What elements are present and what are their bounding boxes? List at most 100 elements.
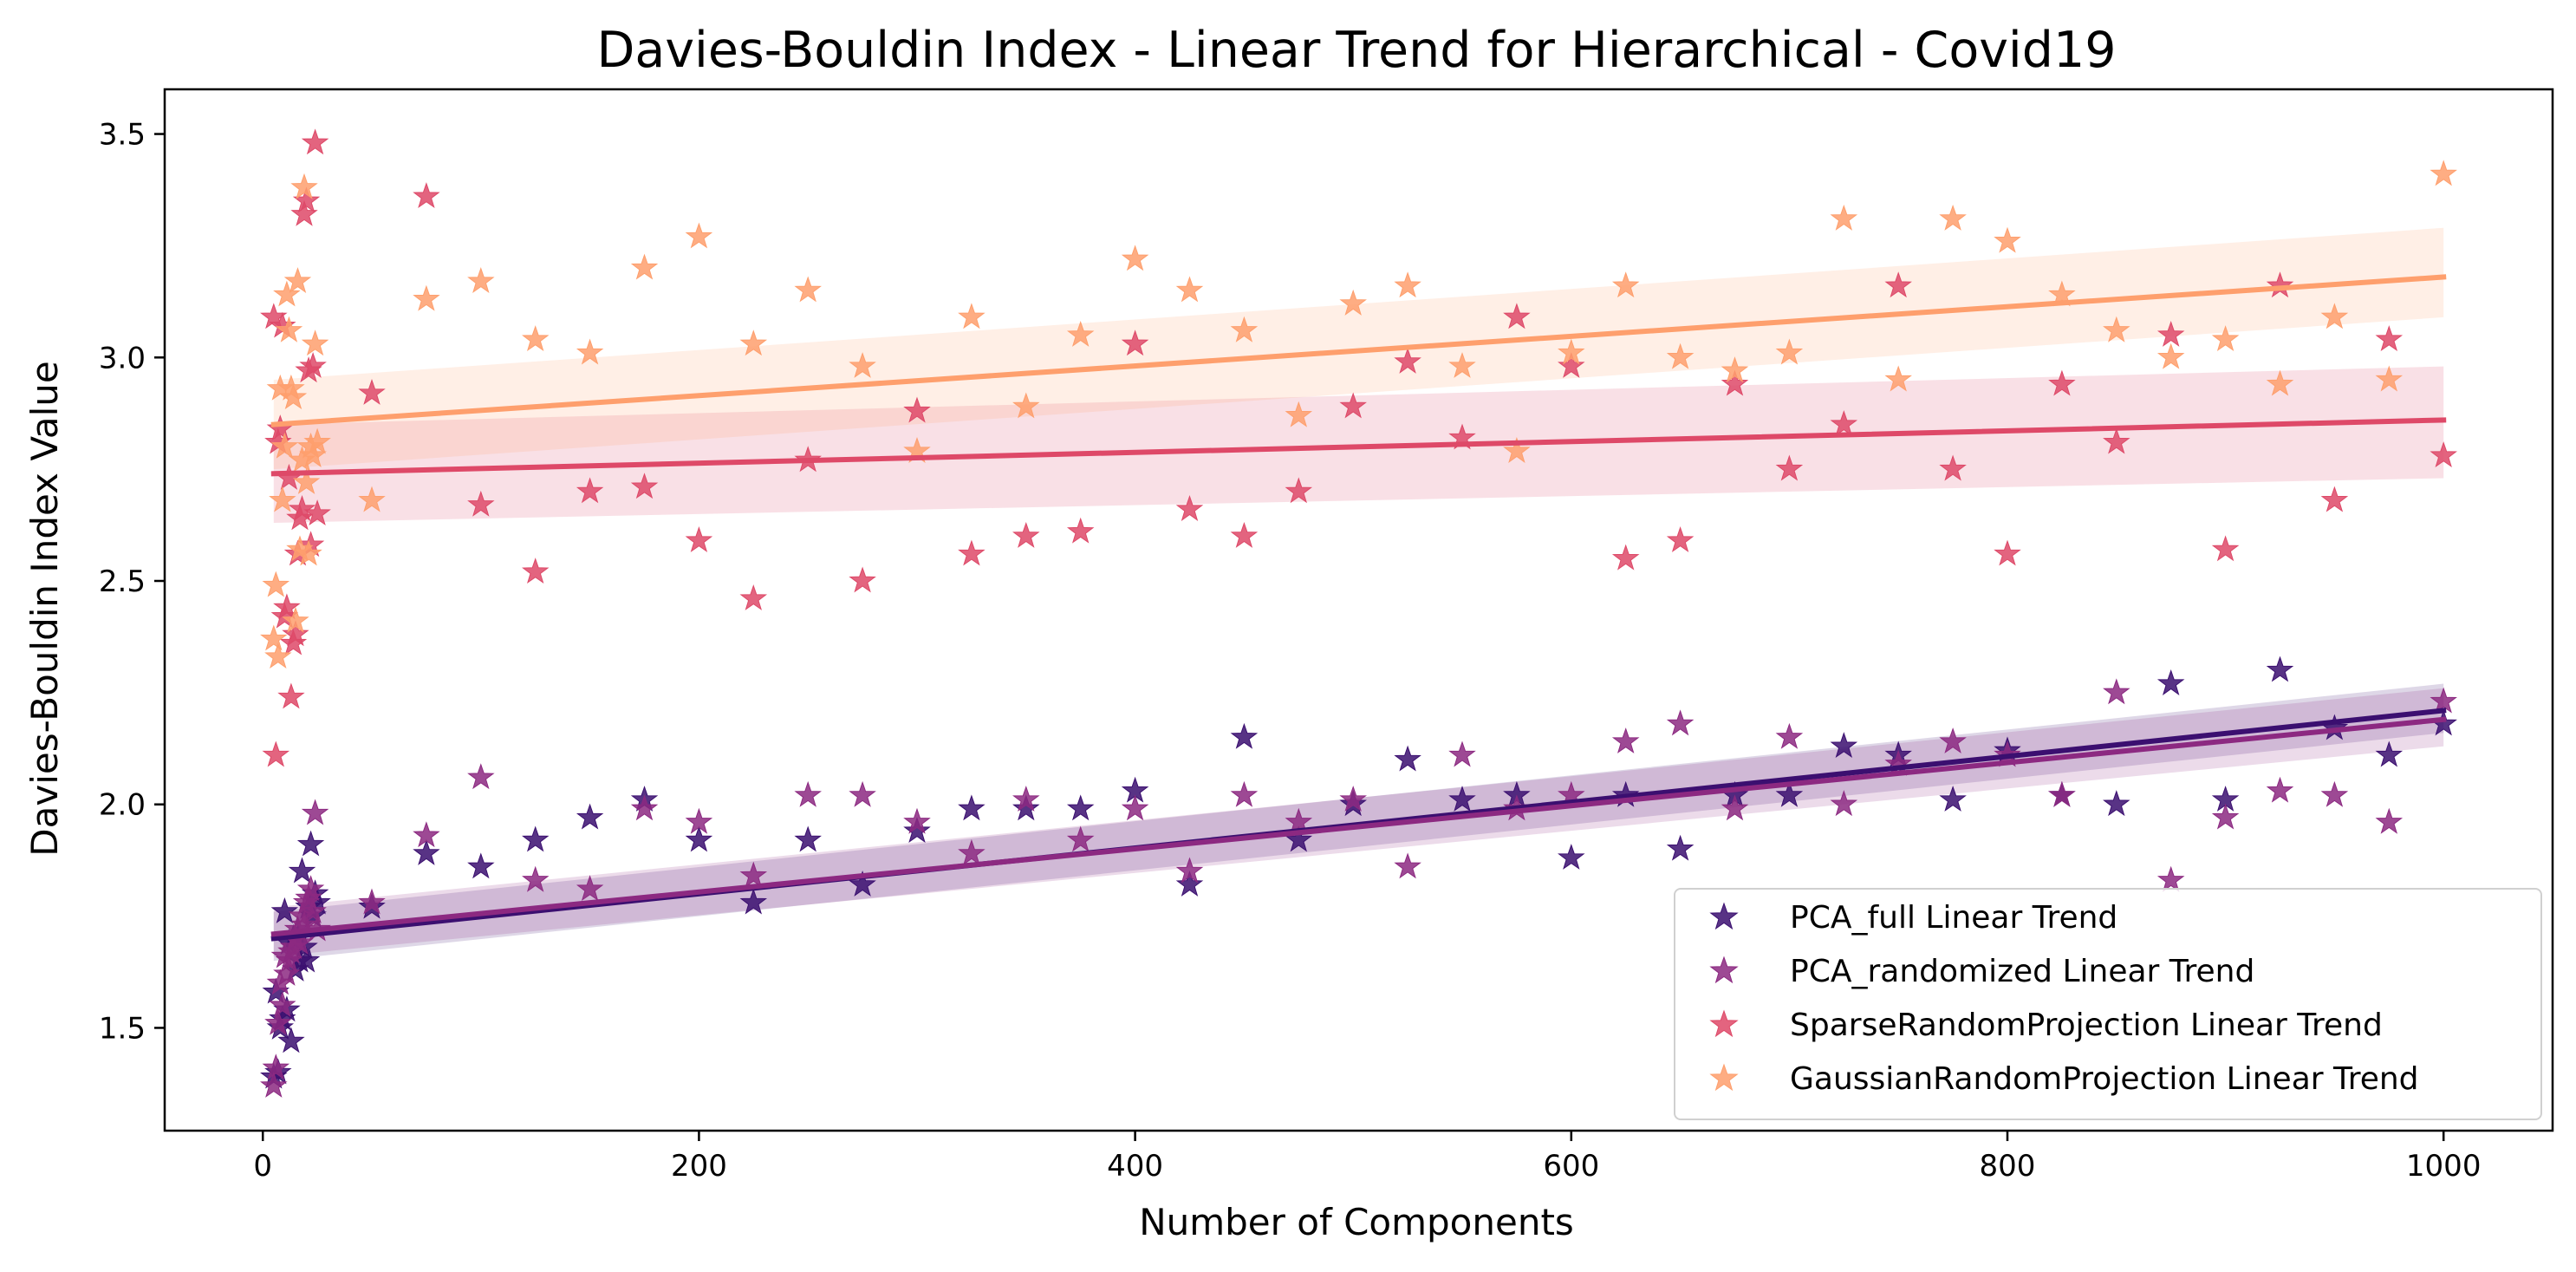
data-point xyxy=(522,865,550,892)
data-point xyxy=(1994,539,2021,566)
data-point xyxy=(1121,245,1149,271)
data-point xyxy=(277,1027,305,1053)
data-point xyxy=(1611,727,1640,753)
data-point xyxy=(576,338,604,365)
data-point xyxy=(1775,454,1804,481)
y-tick-label: 1.5 xyxy=(99,1011,146,1046)
x-tick-label: 0 xyxy=(253,1149,272,1184)
data-point xyxy=(958,303,986,329)
data-point xyxy=(849,870,876,897)
data-point xyxy=(849,352,876,378)
data-point xyxy=(1721,369,1749,396)
data-point xyxy=(1666,342,1695,369)
data-point xyxy=(288,857,316,884)
data-point xyxy=(1448,740,1476,767)
data-point xyxy=(358,378,386,405)
data-point xyxy=(467,267,495,294)
data-point xyxy=(2048,369,2076,396)
data-point xyxy=(1230,780,1259,807)
data-point xyxy=(299,897,327,923)
data-point xyxy=(288,494,316,521)
legend: PCA_full Linear Trend PCA_randomized Line… xyxy=(1674,888,2542,1120)
data-point xyxy=(1394,852,1421,879)
data-point xyxy=(269,991,296,1018)
data-point xyxy=(2103,427,2130,454)
data-point xyxy=(1175,276,1204,303)
data-point xyxy=(1066,517,1095,544)
data-point xyxy=(262,1053,290,1080)
data-point xyxy=(2320,486,2349,512)
data-point xyxy=(2156,865,2185,892)
data-point xyxy=(299,441,327,468)
data-point xyxy=(279,383,308,410)
data-point xyxy=(1175,870,1204,897)
data-point xyxy=(1285,477,1313,504)
data-point xyxy=(1503,303,1531,329)
legend-box xyxy=(1674,888,2542,1120)
data-point xyxy=(282,606,309,633)
data-point xyxy=(685,526,713,552)
data-point xyxy=(1175,857,1204,884)
data-point xyxy=(277,682,305,709)
legend-label-1: PCA_randomized Linear Trend xyxy=(1790,954,2254,989)
data-point xyxy=(1448,352,1476,378)
data-point xyxy=(282,620,309,647)
data-point xyxy=(2048,780,2076,807)
trend-line-1 xyxy=(270,716,2447,937)
data-point xyxy=(1775,722,1804,749)
data-point xyxy=(413,838,440,865)
data-point xyxy=(2320,303,2349,329)
trend-line-3 xyxy=(270,274,2447,427)
data-point xyxy=(630,253,659,280)
data-point xyxy=(413,284,440,311)
legend-marker-0 xyxy=(1709,902,1739,930)
data-point xyxy=(685,825,713,852)
data-point xyxy=(2211,325,2240,352)
data-point xyxy=(1012,794,1040,821)
legend-marker-1 xyxy=(1709,956,1739,984)
data-point xyxy=(262,571,290,597)
data-point xyxy=(275,946,303,973)
data-point xyxy=(1775,780,1804,807)
data-point xyxy=(467,852,495,879)
data-point xyxy=(2266,776,2294,803)
data-point xyxy=(739,861,768,888)
data-point xyxy=(522,825,550,852)
data-point xyxy=(295,539,322,566)
data-point xyxy=(358,486,386,512)
data-point xyxy=(2156,669,2185,695)
data-point xyxy=(262,740,290,767)
data-point xyxy=(273,593,301,620)
data-point xyxy=(1884,365,1912,392)
data-point xyxy=(2266,369,2294,396)
data-point xyxy=(2048,280,2076,307)
data-point xyxy=(2211,535,2240,562)
data-point xyxy=(576,477,604,504)
data-point xyxy=(1012,521,1040,548)
data-point xyxy=(849,566,876,593)
data-point xyxy=(576,803,604,830)
data-point xyxy=(301,799,329,825)
data-point xyxy=(2211,803,2240,830)
x-tick-label: 600 xyxy=(1543,1149,1599,1184)
y-tick-label: 3.0 xyxy=(99,341,146,375)
data-point xyxy=(270,897,299,923)
data-point xyxy=(522,558,550,584)
data-point xyxy=(303,499,331,526)
data-point xyxy=(1830,204,1858,231)
legend-label-0: PCA_full Linear Trend xyxy=(1790,900,2117,936)
legend-marker-2 xyxy=(1709,1009,1739,1038)
data-point xyxy=(1611,271,1640,298)
data-point xyxy=(264,1008,292,1035)
data-point xyxy=(2430,160,2457,186)
data-point xyxy=(1830,790,1858,817)
data-point xyxy=(1830,410,1858,436)
data-point xyxy=(467,763,495,790)
data-point xyxy=(1230,722,1259,749)
x-tick-label: 200 xyxy=(671,1149,727,1184)
data-point xyxy=(958,794,986,821)
data-point xyxy=(685,222,713,249)
plot-frame xyxy=(163,88,2554,1132)
data-point xyxy=(1994,226,2021,253)
